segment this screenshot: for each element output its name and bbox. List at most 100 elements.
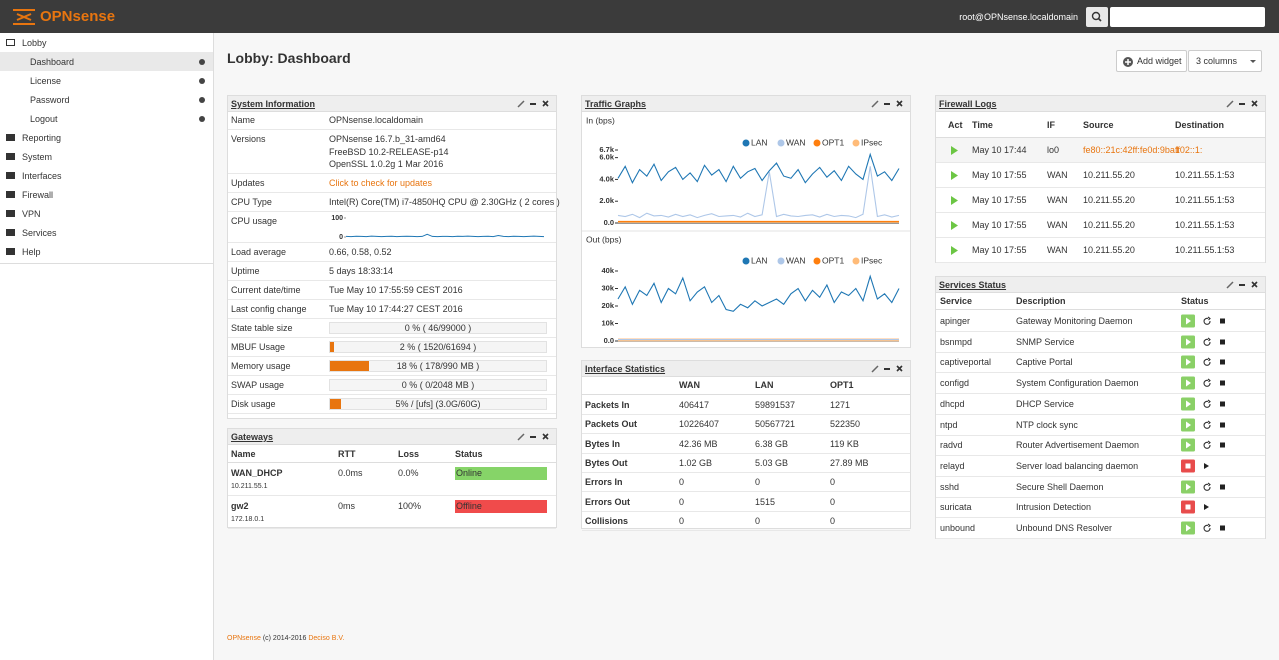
widget-title[interactable]: Firewall Logs (939, 99, 997, 109)
menu-item-icon (199, 78, 205, 84)
legend-label[interactable]: IPsec (861, 137, 883, 147)
close-icon[interactable] (896, 365, 903, 372)
column-header: IF (1047, 120, 1055, 130)
search-button[interactable] (1086, 7, 1108, 27)
menu-section[interactable]: Reporting (22, 133, 62, 143)
edit-icon[interactable] (871, 365, 879, 373)
menu-item[interactable]: Password (30, 95, 70, 105)
legend-label[interactable]: LAN (751, 137, 768, 147)
widget-title[interactable]: System Information (231, 99, 316, 109)
restart-icon[interactable] (1203, 316, 1211, 325)
widget-title[interactable]: Services Status (939, 280, 1007, 290)
action-icon[interactable] (951, 246, 959, 255)
minimize-icon[interactable] (530, 103, 536, 105)
columns-select[interactable]: 3 columns (1188, 50, 1262, 72)
edit-icon[interactable] (1226, 281, 1234, 289)
menu-section[interactable]: VPN (22, 209, 41, 219)
widget: Services Status Service Description Status a… (935, 276, 1266, 539)
series-line (617, 274, 900, 312)
info-value[interactable]: Click to check for updates (329, 178, 433, 188)
stop-icon[interactable] (1220, 318, 1225, 324)
action-icon[interactable] (951, 171, 959, 180)
log-destination[interactable]: ff02::1: (1175, 145, 1203, 155)
menu-section[interactable]: Lobby (22, 38, 47, 48)
legend-marker[interactable] (813, 257, 821, 265)
widget-title[interactable]: Gateways (231, 432, 274, 442)
legend-marker[interactable] (852, 257, 860, 265)
legend-label[interactable]: OPT1 (822, 137, 844, 147)
legend-marker[interactable] (813, 139, 821, 147)
edit-icon[interactable] (517, 433, 525, 441)
stop-icon[interactable] (1220, 525, 1225, 531)
start-icon[interactable] (1204, 462, 1209, 469)
add-widget-button[interactable]: Add widget (1116, 50, 1187, 72)
menu-section[interactable]: Help (22, 247, 41, 257)
stop-icon[interactable] (1220, 380, 1225, 386)
widget-title[interactable]: Traffic Graphs (585, 99, 647, 109)
stop-icon[interactable] (1220, 401, 1225, 407)
gateway-rtt: 0ms (338, 501, 356, 511)
edit-icon[interactable] (871, 100, 879, 108)
close-icon[interactable] (896, 100, 903, 107)
stop-icon[interactable] (1220, 339, 1225, 345)
legend-label[interactable]: IPsec (861, 255, 883, 265)
running-glyph (1186, 483, 1191, 491)
legend-label[interactable]: WAN (786, 137, 806, 147)
log-source[interactable]: fe80::21c:42ff:fe0d:9ba1 (1083, 145, 1180, 155)
minimize-icon[interactable] (1239, 103, 1245, 105)
close-icon[interactable] (1251, 100, 1258, 107)
info-value: Intel(R) Core(TM) i7-4850HQ CPU @ 2.30GH… (329, 197, 560, 207)
restart-icon[interactable] (1203, 523, 1211, 532)
menu-item[interactable]: Dashboard (30, 57, 75, 67)
footer-company[interactable]: Deciso B.V. (308, 635, 345, 642)
info-label: Last config change (231, 304, 307, 314)
legend-marker[interactable] (742, 257, 750, 265)
action-icon[interactable] (951, 196, 959, 205)
search-input[interactable] (1110, 7, 1265, 27)
minimize-icon[interactable] (884, 368, 890, 370)
restart-icon[interactable] (1203, 399, 1211, 408)
widget-controls (871, 100, 903, 108)
legend-marker[interactable] (742, 139, 750, 147)
start-icon[interactable] (1204, 504, 1209, 511)
restart-icon[interactable] (1203, 357, 1211, 367)
action-icon[interactable] (951, 221, 959, 230)
stop-icon[interactable] (1220, 422, 1225, 427)
user-name[interactable]: root@OPNsense.localdomain (959, 12, 1078, 22)
legend-marker[interactable] (777, 257, 785, 265)
legend-label[interactable]: LAN (751, 255, 768, 265)
restart-icon[interactable] (1203, 482, 1211, 491)
menu-section[interactable]: Services (22, 228, 57, 238)
edit-icon[interactable] (517, 100, 525, 108)
close-icon[interactable] (542, 433, 549, 440)
menu-section[interactable]: Interfaces (22, 171, 62, 181)
log-time: May 10 17:55 (972, 245, 1027, 255)
close-icon[interactable] (542, 100, 549, 107)
minimize-icon[interactable] (530, 436, 536, 438)
cell: 42.36 MB (679, 438, 718, 449)
minimize-icon[interactable] (884, 103, 890, 105)
menu-section[interactable]: Firewall (22, 190, 54, 200)
legend-label[interactable]: OPT1 (822, 255, 844, 265)
legend-marker[interactable] (852, 139, 860, 147)
restart-icon[interactable] (1203, 440, 1211, 450)
close-icon[interactable] (1251, 281, 1258, 288)
widget-header: Firewall Logs (936, 96, 1265, 112)
restart-icon[interactable] (1203, 337, 1211, 346)
caret (1250, 60, 1256, 63)
minimize-icon[interactable] (1239, 284, 1245, 286)
menu-section[interactable]: System (22, 152, 53, 162)
footer-brand[interactable]: OPNsense (227, 635, 261, 642)
widget-title[interactable]: Interface Statistics (585, 364, 666, 374)
menu-item[interactable]: Logout (30, 114, 58, 124)
stop-icon[interactable] (1220, 442, 1225, 448)
action-icon[interactable] (951, 146, 959, 155)
stop-icon[interactable] (1220, 359, 1225, 365)
restart-icon[interactable] (1203, 420, 1211, 429)
edit-icon[interactable] (1226, 100, 1234, 108)
legend-marker[interactable] (777, 139, 785, 147)
menu-item[interactable]: License (30, 76, 62, 86)
legend-label[interactable]: WAN (786, 255, 806, 265)
stop-icon[interactable] (1220, 484, 1225, 490)
restart-icon[interactable] (1203, 378, 1211, 387)
